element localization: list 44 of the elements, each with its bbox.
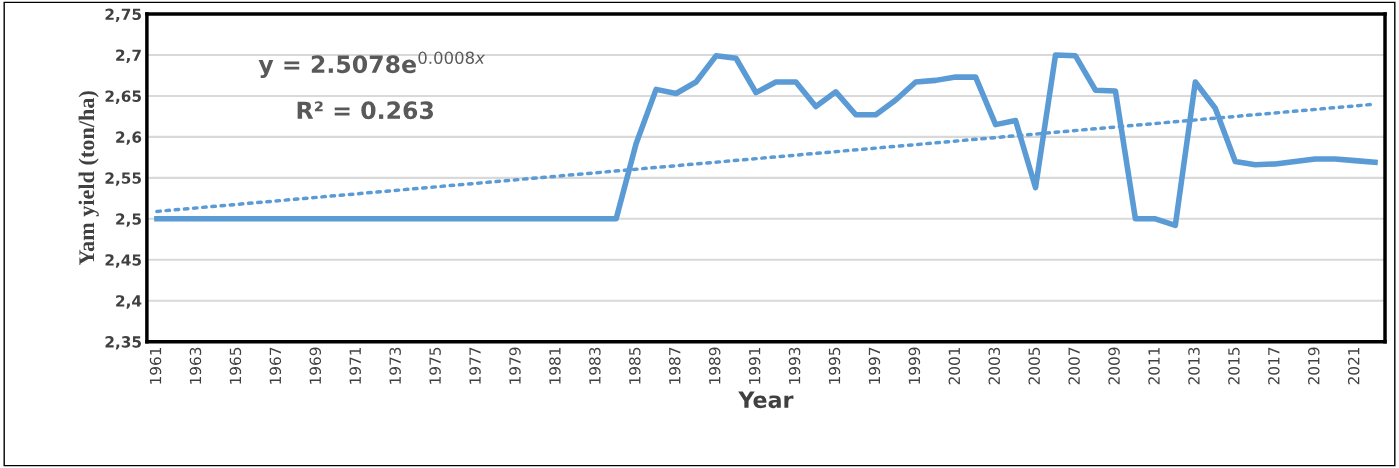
x-axis-title: Year [738,391,794,409]
x-tick-label: 1999 [908,347,921,384]
x-tick-label: 1977 [469,347,481,384]
x-tick-label: 2019 [1307,347,1320,385]
x-tick-label: 2003 [988,347,1001,385]
x-tick-label: 1965 [229,347,242,384]
x-tick-label: 1969 [309,347,322,384]
x-tick-label: 2007 [1068,347,1080,385]
y-tick-label: 2,45 [105,254,141,268]
y-tick-label: 2,7 [116,49,141,63]
x-tick-label: 1979 [509,347,521,384]
y-tick-label: 2,4 [116,295,142,309]
x-tick-label: 2013 [1188,347,1200,385]
y-tick-label: 2,35 [105,336,141,350]
x-tick-label: 1993 [788,347,801,384]
x-tick-label: 1991 [748,347,761,384]
x-tick-label: 2011 [1148,347,1160,385]
y-tick-label: 2,6 [116,131,142,145]
x-tick-label: 2001 [948,347,961,385]
x-tick-label: 1967 [269,347,282,384]
x-tick-label: 2021 [1347,347,1360,385]
x-tick-label: 1975 [429,347,441,384]
x-tick-label: 2017 [1268,347,1280,385]
x-tick-label: 1989 [708,347,721,384]
x-tick-label: 1981 [549,347,561,384]
x-tick-label: 2015 [1228,347,1240,385]
x-tick-label: 1963 [189,347,202,384]
y-tick-label: 2,5 [116,213,141,227]
y-axis-title: Yam yield (ton/ha) [78,91,99,266]
x-tick-label: 1961 [149,347,162,384]
y-tick-label: 2,75 [105,8,141,23]
annotation: R² = 0.263 [297,101,434,120]
y-tick-label: 2,65 [105,90,141,104]
x-tick-label: 1973 [389,347,401,384]
x-tick-label: 2009 [1108,347,1120,385]
x-tick-label: 1971 [349,347,362,384]
annotation: y = 2.5078e$^{0.0008x}$ [258,51,486,78]
x-tick-label: 2005 [1028,347,1040,385]
x-tick-label: 1997 [868,347,881,384]
y-tick-label: 2,55 [105,172,141,186]
x-tick-label: 1995 [828,347,841,384]
x-tick-label: 1987 [668,347,681,384]
x-tick-label: 1983 [589,347,601,384]
x-tick-label: 1985 [629,347,641,384]
